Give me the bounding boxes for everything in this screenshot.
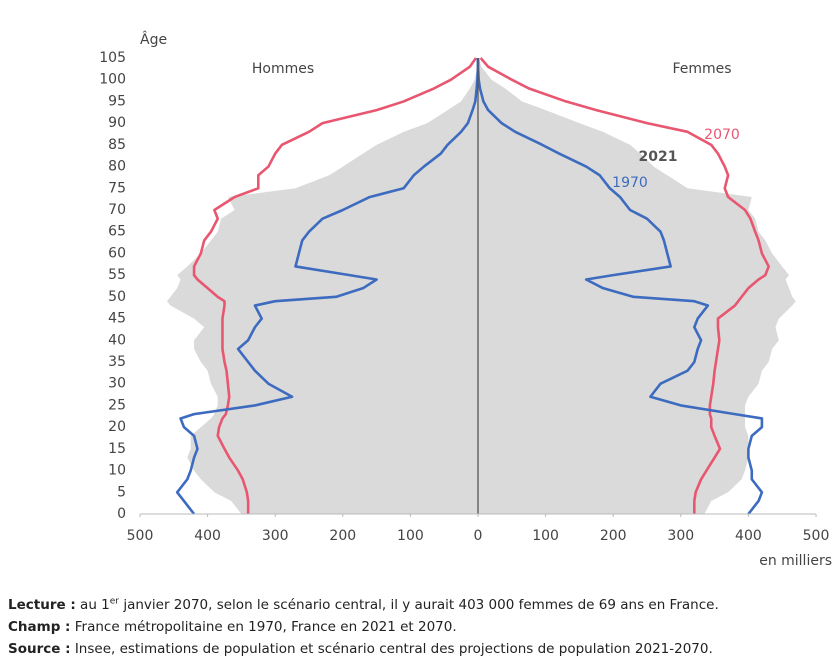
y-tick-label: 5 [117, 484, 126, 500]
y-tick-label: 75 [108, 180, 126, 196]
note: Champ : France métropolitaine en 1970, F… [8, 616, 833, 638]
series-label: 1970 [612, 175, 648, 191]
y-tick-label: 55 [108, 267, 126, 283]
series-label: 2021 [639, 149, 678, 165]
y-tick-label: 90 [108, 115, 126, 131]
y-tick-label: 35 [108, 354, 126, 370]
x-tick-label: 500 [803, 528, 830, 544]
y-tick-label: 105 [99, 50, 126, 66]
left-label: Hommes [252, 61, 314, 77]
note-text: au 1 [80, 597, 110, 613]
y-tick-label: 70 [108, 202, 126, 218]
x-tick-label: 200 [329, 528, 356, 544]
x-axis-label: en milliers [759, 553, 832, 569]
y-tick-label: 10 [108, 463, 126, 479]
note: Lecture : au 1er janvier 2070, selon le … [8, 594, 833, 616]
note-label: Source : [8, 641, 71, 657]
note: Source : Insee, estimations de populatio… [8, 638, 833, 660]
area-men [167, 58, 479, 514]
note-sup: er [109, 596, 120, 607]
y-tick-label: 0 [117, 506, 126, 522]
y-tick-label: 65 [108, 224, 126, 240]
note-text: janvier 2070, selon le scénario central,… [123, 597, 719, 613]
y-tick-label: 50 [108, 289, 126, 305]
x-tick-label: 100 [532, 528, 559, 544]
note-label: Lecture : [8, 597, 76, 613]
x-tick-label: 200 [600, 528, 627, 544]
note-text: Insee, estimations de population et scén… [74, 641, 713, 657]
y-tick-label: 15 [108, 441, 126, 457]
area-women [478, 58, 796, 514]
x-tick-label: 400 [735, 528, 762, 544]
y-tick-label: 30 [108, 376, 126, 392]
line-women [476, 58, 764, 515]
y-tick-label: 85 [108, 137, 126, 153]
line-men [175, 58, 480, 515]
x-tick-label: 300 [262, 528, 289, 544]
x-tick-label: 500 [127, 528, 154, 544]
line-women [479, 57, 770, 514]
x-tick-label: 300 [667, 528, 694, 544]
y-tick-label: 45 [108, 311, 126, 327]
y-axis-label: Âge [140, 30, 167, 48]
series-label: 2070 [704, 127, 740, 143]
notes: Lecture : au 1er janvier 2070, selon le … [8, 594, 833, 660]
chart: Âge Hommes Femmes en milliers 2021207019… [99, 30, 832, 569]
y-tick-label: 80 [108, 159, 126, 175]
y-tick-label: 100 [99, 72, 126, 88]
x-tick-label: 100 [397, 528, 424, 544]
note-label: Champ : [8, 619, 71, 635]
x-tick-label: 400 [194, 528, 221, 544]
y-tick-label: 40 [108, 332, 126, 348]
y-tick-label: 95 [108, 93, 126, 109]
right-label: Femmes [672, 61, 731, 77]
y-tick-label: 60 [108, 245, 126, 261]
line-men [192, 57, 478, 514]
note-text: France métropolitaine en 1970, France en… [74, 619, 457, 635]
y-tick-label: 25 [108, 397, 126, 413]
x-tick-label: 0 [474, 528, 483, 544]
y-tick-label: 20 [108, 419, 126, 435]
